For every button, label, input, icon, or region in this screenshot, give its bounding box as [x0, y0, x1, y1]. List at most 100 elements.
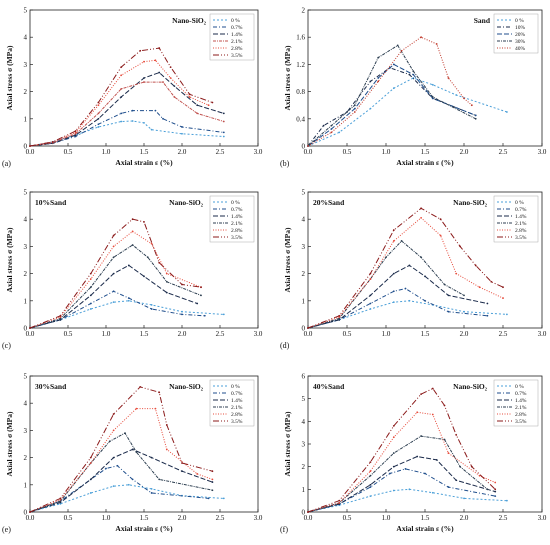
legend-label: 0.7%: [515, 391, 527, 397]
y-tick-label: 5: [302, 189, 306, 197]
data-point: [439, 218, 442, 221]
series-line: [29, 47, 213, 147]
x-tick-label: 1.0: [102, 514, 111, 522]
y-tick-label: 1: [302, 297, 306, 305]
data-point: [377, 56, 380, 59]
x-tick-label: 0.0: [304, 514, 313, 522]
data-point: [143, 60, 145, 63]
x-tick-label: 0.5: [343, 148, 352, 156]
series-line: [29, 300, 224, 329]
data-point: [173, 96, 176, 98]
legend-box: [493, 195, 539, 243]
series-line: [307, 455, 496, 513]
data-point: [150, 303, 153, 306]
data-point: [222, 135, 225, 138]
x-tick-label: 2.5: [216, 514, 225, 522]
y-tick-label: 3: [24, 61, 28, 69]
x-tick-label: 2.5: [216, 330, 225, 338]
data-point: [165, 424, 168, 426]
data-point: [447, 310, 450, 313]
legend-box: [209, 379, 255, 427]
data-point: [181, 283, 183, 286]
x-tick-label: 0.5: [343, 330, 352, 338]
data-point: [470, 104, 473, 107]
series-line: [307, 300, 507, 329]
y-tick-label: 6: [302, 373, 306, 381]
data-point: [135, 407, 138, 410]
data-point: [89, 456, 92, 459]
data-point: [431, 387, 434, 390]
data-point: [135, 451, 138, 454]
data-point: [392, 290, 395, 293]
data-point: [59, 501, 62, 504]
data-point: [196, 473, 199, 475]
data-point: [29, 145, 31, 147]
legend-label: 1.4%: [231, 214, 243, 220]
x-tick-label: 1.5: [140, 330, 149, 338]
x-tick-label: 0.0: [304, 148, 313, 156]
data-point: [120, 120, 123, 123]
data-point: [207, 104, 210, 107]
data-point: [502, 297, 504, 299]
legend-label: 0 %: [515, 18, 524, 24]
y-tick-label: 0: [302, 325, 306, 333]
x-tick-label: 1.5: [421, 148, 430, 156]
data-point: [486, 302, 489, 305]
y-tick-label: 3: [302, 243, 306, 251]
legend-label: 0.7%: [231, 207, 243, 213]
data-point: [116, 464, 119, 467]
data-point: [181, 462, 183, 464]
legend-label: 40%: [515, 46, 526, 52]
series-line: [307, 264, 488, 329]
y-tick-label: 4: [24, 400, 28, 408]
data-point: [196, 112, 199, 115]
data-point: [431, 97, 434, 100]
y-tick-label: 5: [302, 395, 306, 403]
series-line: [29, 484, 224, 513]
data-point: [459, 245, 461, 248]
data-point: [463, 497, 465, 500]
legend-label: 0 %: [231, 200, 240, 206]
legend-label: 3.5%: [231, 235, 243, 241]
series-line: [307, 411, 496, 513]
data-point: [181, 313, 183, 316]
legend-label: 2.1%: [231, 39, 243, 45]
data-point: [89, 492, 92, 494]
legend-label: 3.5%: [231, 53, 243, 59]
y-tick-label: 2: [302, 270, 306, 278]
data-point: [105, 467, 107, 470]
data-point: [131, 478, 134, 481]
data-point: [59, 318, 62, 321]
data-point: [97, 101, 100, 104]
y-tick-label: 1.6: [296, 34, 305, 42]
data-point: [431, 83, 434, 86]
legend-label: 0 %: [231, 384, 240, 390]
data-point: [377, 77, 380, 79]
data-point: [392, 229, 395, 231]
data-point: [338, 502, 341, 504]
data-point: [412, 70, 415, 73]
data-point: [369, 80, 372, 83]
series-line: [29, 218, 202, 329]
series-line: [307, 67, 476, 147]
x-tick-label: 1.0: [102, 148, 111, 156]
data-point: [112, 429, 115, 432]
y-tick-label: 2: [302, 7, 306, 15]
data-point: [127, 299, 130, 302]
data-point: [474, 114, 477, 117]
y-tick-label: 5: [24, 7, 28, 15]
data-point: [408, 488, 411, 491]
data-point: [131, 230, 134, 233]
data-point: [89, 462, 92, 464]
data-point: [463, 97, 465, 100]
data-point: [51, 141, 54, 143]
y-tick-label: 2: [24, 88, 28, 96]
y-tick-label: 0: [302, 509, 306, 517]
data-point: [146, 256, 149, 259]
x-tick-label: 2.0: [178, 514, 187, 522]
data-point: [404, 468, 407, 470]
y-tick-label: 0: [24, 325, 28, 333]
data-point: [392, 452, 395, 454]
data-point: [131, 244, 134, 246]
panel-title: Nano-SiO₂: [172, 16, 207, 25]
